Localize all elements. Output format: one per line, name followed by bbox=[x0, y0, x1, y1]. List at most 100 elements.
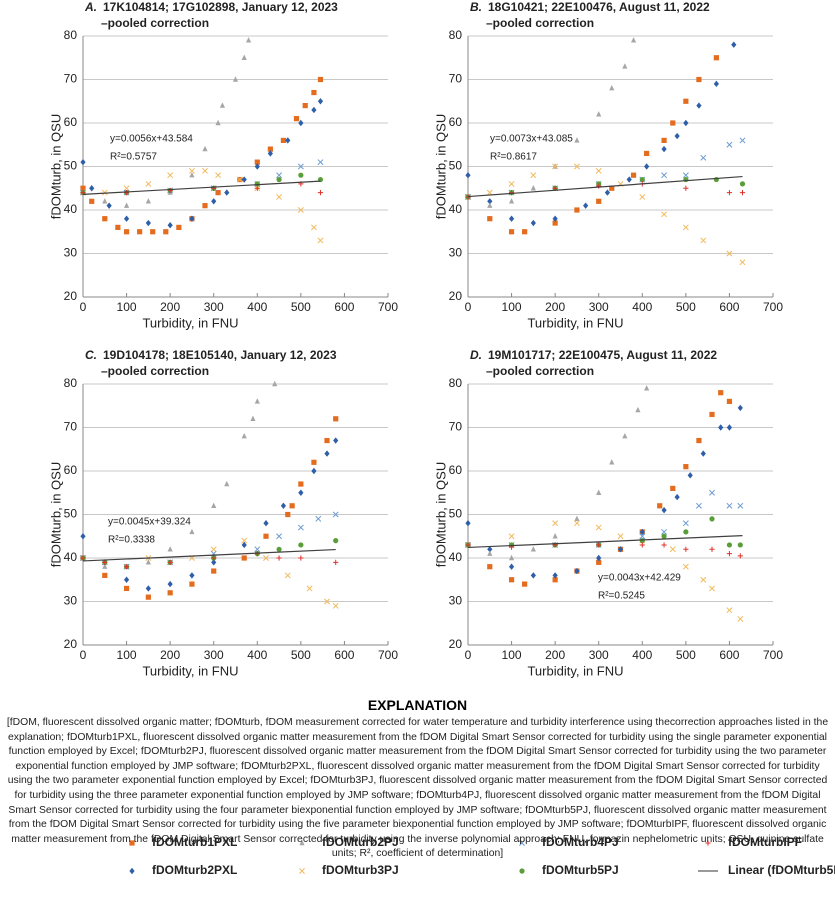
marker-x bbox=[661, 172, 668, 179]
marker-diamond bbox=[241, 176, 247, 183]
panel-subtitle: –pooled correction bbox=[486, 16, 594, 30]
marker-triangle bbox=[574, 515, 580, 522]
marker-diamond bbox=[604, 189, 611, 196]
y-tick-label: 20 bbox=[449, 289, 463, 303]
marker-plus bbox=[123, 564, 130, 570]
marker-x bbox=[241, 537, 248, 544]
marker-x bbox=[726, 502, 733, 509]
marker-square bbox=[215, 190, 221, 196]
marker-x bbox=[284, 572, 291, 579]
marker-square bbox=[713, 55, 719, 61]
x-tick-label: 100 bbox=[117, 648, 137, 662]
marker-triangle bbox=[644, 385, 650, 391]
trend-line bbox=[467, 175, 743, 198]
marker-triangle bbox=[219, 102, 226, 108]
marker-square bbox=[267, 146, 273, 152]
y-tick-label: 50 bbox=[64, 159, 78, 173]
x-tick-label: 200 bbox=[160, 648, 180, 662]
panel-subtitle: –pooled correction bbox=[486, 364, 594, 378]
marker-triangle bbox=[609, 85, 615, 91]
explanation-title: EXPLANATION bbox=[367, 697, 468, 713]
marker-diamond bbox=[465, 520, 471, 527]
marker-square bbox=[145, 594, 151, 600]
marker-diamond bbox=[123, 576, 130, 583]
marker-plus bbox=[102, 559, 108, 565]
x-tick-label: 500 bbox=[676, 648, 696, 662]
y-tick-label: 60 bbox=[64, 115, 78, 129]
marker-plus bbox=[254, 185, 260, 191]
y-tick-label: 20 bbox=[64, 289, 78, 303]
marker-x bbox=[661, 528, 668, 535]
x-tick-label: 600 bbox=[334, 300, 354, 314]
marker-diamond bbox=[644, 163, 650, 170]
marker-square bbox=[137, 229, 143, 235]
marker-triangle bbox=[241, 433, 247, 439]
marker-square bbox=[609, 185, 615, 191]
marker-triangle bbox=[574, 137, 580, 143]
marker-triangle bbox=[552, 533, 558, 539]
marker-diamond bbox=[280, 502, 287, 509]
x-tick-label: 0 bbox=[465, 648, 472, 662]
marker-triangle bbox=[224, 480, 230, 487]
marker-x bbox=[726, 607, 733, 614]
marker-circle bbox=[713, 176, 719, 183]
marker-diamond bbox=[700, 450, 706, 457]
marker-triangle bbox=[245, 37, 252, 43]
marker-x bbox=[263, 555, 269, 561]
marker-diamond bbox=[687, 472, 693, 479]
marker-plus bbox=[739, 190, 746, 196]
x-tick-label: 300 bbox=[204, 648, 224, 662]
marker-x bbox=[552, 520, 559, 527]
r-squared: R²=0.3338 bbox=[108, 535, 155, 546]
x-tick-label: 700 bbox=[763, 300, 783, 314]
x-tick-label: 400 bbox=[247, 300, 267, 314]
x-tick-label: 0 bbox=[80, 648, 87, 662]
marker-plus bbox=[211, 555, 217, 561]
marker-plus bbox=[80, 555, 86, 561]
marker-x bbox=[332, 602, 339, 609]
marker-square bbox=[129, 840, 135, 846]
r-squared: R²=0.5757 bbox=[110, 152, 157, 163]
marker-plus bbox=[709, 546, 715, 552]
marker-plus bbox=[465, 542, 471, 548]
y-axis-label: fDOMturb, in QSU bbox=[433, 462, 448, 567]
y-tick-label: 80 bbox=[64, 28, 78, 42]
marker-triangle bbox=[202, 145, 208, 152]
marker-diamond bbox=[89, 185, 95, 192]
marker-square bbox=[522, 581, 528, 587]
marker-square bbox=[167, 590, 173, 596]
marker-x bbox=[595, 524, 602, 531]
x-tick-label: 500 bbox=[676, 300, 696, 314]
marker-x bbox=[215, 172, 222, 179]
marker-square bbox=[80, 185, 86, 191]
marker-x bbox=[639, 533, 646, 540]
marker-triangle bbox=[530, 546, 536, 552]
marker-triangle bbox=[250, 415, 256, 421]
legend-label: fDOMturbIPF bbox=[728, 835, 802, 849]
marker-diamond bbox=[552, 215, 558, 222]
y-tick-label: 60 bbox=[449, 115, 463, 129]
marker-x bbox=[276, 172, 283, 179]
marker-triangle bbox=[487, 202, 493, 208]
marker-diamond bbox=[317, 98, 324, 105]
marker-plus bbox=[726, 551, 733, 557]
marker-triangle bbox=[630, 37, 637, 43]
x-axis-label: Turbidity, in FNU bbox=[142, 315, 238, 330]
x-tick-label: 700 bbox=[378, 300, 398, 314]
marker-x bbox=[661, 211, 668, 218]
marker-x bbox=[617, 533, 624, 540]
marker-triangle bbox=[211, 502, 217, 508]
marker-plus bbox=[726, 190, 733, 196]
marker-plus bbox=[639, 542, 645, 548]
x-tick-label: 500 bbox=[291, 300, 311, 314]
x-axis-label: Turbidity, in FNU bbox=[527, 663, 623, 678]
marker-x bbox=[695, 502, 702, 509]
marker-diamond bbox=[298, 489, 304, 496]
marker-triangle bbox=[145, 559, 151, 565]
marker-plus bbox=[167, 559, 173, 565]
y-tick-label: 80 bbox=[64, 376, 78, 390]
marker-x bbox=[739, 259, 746, 266]
marker-plus bbox=[167, 187, 173, 194]
marker-plus bbox=[661, 542, 667, 548]
